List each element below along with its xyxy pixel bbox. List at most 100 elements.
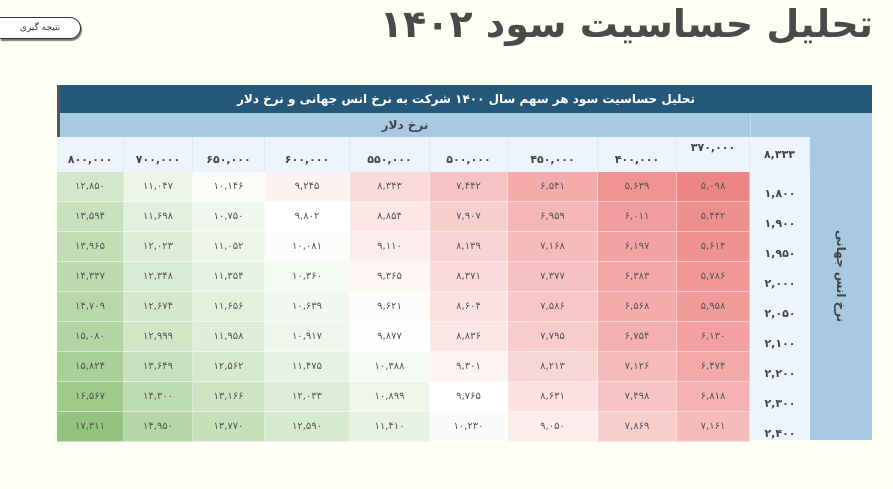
table-cell: ۸,۲۱۳ [508, 352, 598, 382]
row-header-column [750, 137, 810, 440]
table-cell: ۵,۹۵۸ [677, 292, 750, 322]
table-cell: ۷,۱۶۸ [508, 232, 598, 262]
table-cell: ۵,۶۱۴ [677, 232, 750, 262]
table-cell: ۱۴,۷۰۹ [57, 292, 124, 322]
table-cell: ۱۲,۵۶۲ [193, 352, 265, 382]
column-header: ۵۵۰,۰۰۰ [350, 137, 430, 172]
table-cell: ۱۱,۰۴۷ [124, 172, 193, 202]
column-header: ۶۰۰,۰۰۰ [265, 137, 350, 172]
table-cell: ۵,۷۸۶ [677, 262, 750, 292]
table-cell: ۶,۷۵۴ [598, 322, 677, 352]
row-header: ۲,۳۰۰ [764, 397, 796, 410]
column-header: ۷۰۰,۰۰۰ [124, 137, 193, 172]
table-cell: ۱۲,۵۹۰ [265, 412, 350, 442]
table-cell: ۱۱,۹۵۸ [193, 322, 265, 352]
table-cell: ۹,۷۶۵ [430, 382, 508, 412]
table-cell: ۱۰,۱۴۶ [193, 172, 265, 202]
row-header: ۲,۰۵۰ [764, 307, 796, 320]
corner-value: ۸,۳۳۳ [750, 137, 810, 172]
table-cell: ۱۲,۰۳۳ [265, 382, 350, 412]
table-cell: ۱۲,۹۹۹ [124, 322, 193, 352]
table-cell: ۹,۲۴۵ [265, 172, 350, 202]
table-cell: ۸,۱۳۹ [430, 232, 508, 262]
table-cell: ۷,۴۹۸ [598, 382, 677, 412]
table-cell: ۱۷,۳۱۱ [57, 412, 124, 442]
table-cell: ۹,۱۱۰ [350, 232, 430, 262]
table-cell: ۱۴,۹۵۰ [124, 412, 193, 442]
column-header: ۶۵۰,۰۰۰ [193, 137, 265, 172]
column-group-label: نرخ دلار [57, 113, 750, 137]
table-cell: ۹,۶۲۱ [350, 292, 430, 322]
row-header: ۲,۴۰۰ [764, 427, 796, 440]
table-cell: ۷,۱۲۶ [598, 352, 677, 382]
table-cell: ۸,۸۵۴ [350, 202, 430, 232]
table-cell: ۱۳,۱۶۶ [193, 382, 265, 412]
table-cell: ۱۰,۷۵۰ [193, 202, 265, 232]
table-cell: ۱۱,۰۵۲ [193, 232, 265, 262]
row-header: ۲,۱۰۰ [764, 337, 796, 350]
table-cell: ۶,۹۵۹ [508, 202, 598, 232]
table-cell: ۸,۶۳۱ [508, 382, 598, 412]
column-header: ۳۷۰,۰۰۰ [677, 137, 750, 172]
table-cell: ۸,۶۰۴ [430, 292, 508, 322]
table-cell: ۹,۸۷۷ [350, 322, 430, 352]
table-caption: تحلیل حساسیت سود هر سهم سال ۱۴۰۰ شرکت به… [57, 85, 872, 113]
table-cell: ۸,۳۴۳ [350, 172, 430, 202]
table-cell: ۶,۴۷۴ [677, 352, 750, 382]
table-cell: ۱۱,۳۵۴ [193, 262, 265, 292]
table-cell: ۷,۹۰۷ [430, 202, 508, 232]
table-cell: ۱۱,۶۵۶ [193, 292, 265, 322]
table-cell: ۱۰,۹۱۷ [265, 322, 350, 352]
table-cell: ۱۵,۰۸۰ [57, 322, 124, 352]
page-title: تحلیل حساسیت سود ۱۴۰۲ [379, 2, 873, 46]
table-cell: ۶,۰۱۱ [598, 202, 677, 232]
column-header: ۴۰۰,۰۰۰ [598, 137, 677, 172]
table-cell: ۱۲,۳۴۸ [124, 262, 193, 292]
table-cell: ۷,۵۸۶ [508, 292, 598, 322]
table-cell: ۱۳,۹۶۵ [57, 232, 124, 262]
table-cell: ۹,۳۶۵ [350, 262, 430, 292]
table-cell: ۱۰,۸۹۹ [350, 382, 430, 412]
table-cell: ۱۳,۶۴۹ [124, 352, 193, 382]
table-cell: ۱۰,۰۸۱ [265, 232, 350, 262]
table-cell: ۷,۱۶۱ [677, 412, 750, 442]
table-cell: ۷,۳۷۷ [508, 262, 598, 292]
table-cell: ۱۰,۳۶۰ [265, 262, 350, 292]
table-cell: ۶,۳۸۳ [598, 262, 677, 292]
row-header: ۱,۹۵۰ [764, 247, 796, 260]
table-cell: ۱۰,۲۳۰ [430, 412, 508, 442]
row-header: ۱,۸۰۰ [764, 187, 796, 200]
table-cell: ۷,۸۶۹ [598, 412, 677, 442]
column-header: ۵۰۰,۰۰۰ [430, 137, 508, 172]
row-header: ۲,۰۰۰ [764, 277, 796, 290]
table-cell: ۸,۸۳۶ [430, 322, 508, 352]
table-cell: ۱۲,۸۵۰ [57, 172, 124, 202]
table-cell: ۱۲,۶۷۴ [124, 292, 193, 322]
row-group-label-cell: نرخ انس جهانی [810, 113, 872, 440]
table-cell: ۶,۵۴۱ [508, 172, 598, 202]
table-cell: ۱۴,۳۳۷ [57, 262, 124, 292]
table-cell: ۶,۱۹۷ [598, 232, 677, 262]
table-cell: ۹,۸۰۲ [265, 202, 350, 232]
table-cell: ۱۰,۳۸۸ [350, 352, 430, 382]
table-cell: ۱۳,۵۹۴ [57, 202, 124, 232]
table-cell: ۵,۰۹۸ [677, 172, 750, 202]
table-cell: ۶,۸۱۸ [677, 382, 750, 412]
table-cell: ۱۰,۶۳۹ [265, 292, 350, 322]
table-cell: ۱۴,۳۰۰ [124, 382, 193, 412]
table-cell: ۵,۶۳۹ [598, 172, 677, 202]
table-cell: ۱۳,۷۷۰ [193, 412, 265, 442]
table-cell: ۸,۳۷۱ [430, 262, 508, 292]
table-cell: ۹,۰۵۰ [508, 412, 598, 442]
table-cell: ۶,۵۶۸ [598, 292, 677, 322]
column-header: ۴۵۰,۰۰۰ [508, 137, 598, 172]
table-cell: ۱۶,۵۶۷ [57, 382, 124, 412]
table-cell: ۹,۳۰۱ [430, 352, 508, 382]
conclusion-button[interactable]: نتیجه گیری [0, 17, 81, 39]
row-header: ۱,۹۰۰ [764, 217, 796, 230]
table-cell: ۷,۷۹۵ [508, 322, 598, 352]
row-header: ۲,۲۰۰ [764, 367, 796, 380]
column-group-spacer [750, 113, 810, 137]
table-cell: ۱۱,۴۱۰ [350, 412, 430, 442]
column-header: ۸۰۰,۰۰۰ [57, 137, 124, 172]
